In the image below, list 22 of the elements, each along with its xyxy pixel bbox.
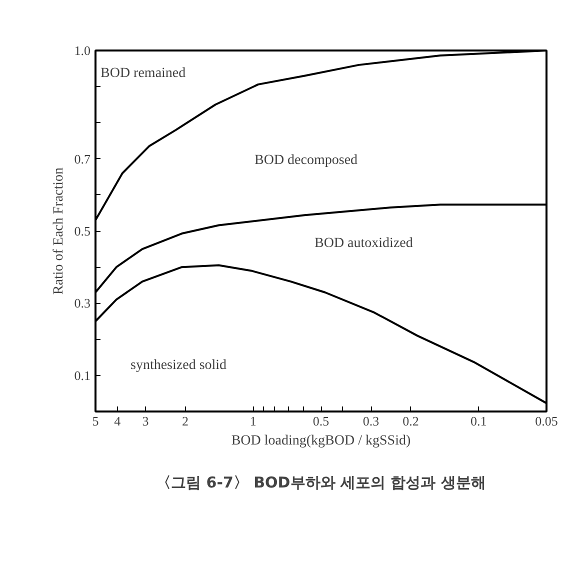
x-axis-title: BOD loading(kgBOD / kgSSid) [231,434,411,448]
x-tick-label: 5 [92,414,99,428]
x-tick-label: 0.05 [535,414,558,428]
x-tick-label: 0.5 [312,414,330,428]
x-tick-label: 4 [114,414,122,428]
y-tick-label: 0.1 [74,368,90,383]
y-tick-label: 0.3 [74,296,90,311]
y-tick-label: 0.5 [74,224,90,238]
x-tick-label: 0.2 [402,414,419,428]
annotation: BOD remained [100,66,186,81]
y-axis-title: Ratio of Each Fraction [51,167,66,295]
x-tick-label: 2 [182,414,188,428]
x-tick-label: 3 [142,414,149,428]
annotation: synthesized solid [130,358,227,373]
x-tick-label: 0.1 [470,414,487,428]
text: 〈그림 6-7〉 BOD부하와 세포의 합성과 생분해 [156,474,486,492]
x-tick-label: 0.3 [362,414,380,428]
x-tick-label: 1 [250,414,256,428]
annotation: BOD autoxidized [314,236,413,251]
y-tick-label: 1.0 [74,43,90,58]
y-tick-label: 0.7 [74,151,91,166]
annotation: BOD decomposed [254,153,358,168]
